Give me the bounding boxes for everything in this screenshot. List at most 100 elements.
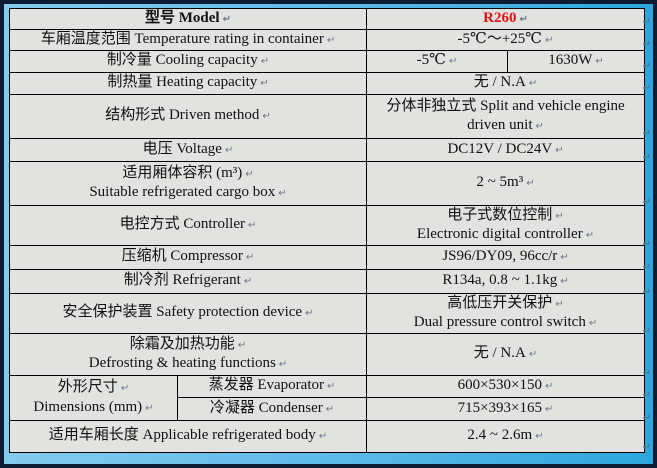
line-break-mark: ↵ [326,34,336,46]
row-end-mark: ↵ [642,39,651,50]
row-applicable-body: 适用车厢长度 Applicable refrigerated body ↵ 2.4… [9,419,646,453]
row-evaporator: 外形尺寸 ↵ Dimensions (mm) ↵ 蒸发器 Evaporator ↵ 6… [9,374,646,421]
line-break-mark: ↵ [318,431,328,443]
dimensions-label-line1: 外形尺寸 [57,379,118,395]
line-break-mark: ↵ [245,168,254,180]
refrigerant-label-cell: 制冷剂 Refrigerant ↵ [9,268,367,294]
line-break-mark: ↵ [145,402,154,414]
compressor-label-cell: 压缩机 Compressor ↵ [9,244,367,270]
line-break-mark: ↵ [262,111,271,123]
line-break-mark: ↵ [305,308,314,320]
cooling-capacity: 1630W [548,52,593,69]
controller-value-cell: 电子式数位控制 ↵ Electronic digital controller ↵ [365,204,646,246]
line-break-mark: ↵ [560,252,569,264]
evaporator-label: 蒸发器 Evaporator [208,377,324,394]
line-break-mark: ↵ [237,339,247,351]
cooling-condition-cell: -5℃ ↵ [366,49,508,73]
voltage-value-cell: DC12V / DC24V ↵ [365,137,646,162]
line-break-mark: ↵ [545,403,554,415]
row-temperature: 车厢温度范围 Temperature rating in container ↵ … [9,28,646,51]
row-cargo-box: 适用厢体容积 (m³) ↵ Suitable refrigerated cargo… [9,160,646,206]
safety-label-cell: 安全保护装置 Safety protection device ↵ [9,292,367,334]
applicable-label: 适用车厢长度 Applicable refrigerated body [48,427,316,444]
row-end-mark: ↵ [642,287,651,298]
row-refrigerant: 制冷剂 Refrigerant ↵ R134a, 0.8 ~ 1.1kg ↵ [9,268,646,294]
line-break-mark: ↵ [120,383,130,394]
row-end-mark: ↵ [642,239,651,250]
line-break-mark: ↵ [528,349,538,361]
safety-label: 安全保护装置 Safety protection device [62,304,303,321]
voltage-label: 电压 Voltage [142,140,222,157]
row-end-mark: ↵ [642,152,651,163]
line-break-mark: ↵ [535,121,544,132]
row-safety: 安全保护装置 Safety protection device ↵ 高低压开关保护… [9,292,646,334]
row-end-mark: ↵ [642,413,651,424]
temperature-label: 车厢温度范围 Temperature rating in container [40,30,324,47]
row-defrost: 除霜及加热功能 ↵ Defrosting & heating functions ↵… [9,332,646,376]
temperature-value: -5℃～+25℃ [457,30,543,47]
cooling-capacity-cell: 1630W ↵ [506,49,646,73]
compressor-value: JS96/DY09, 96cc/r [442,248,558,265]
condenser-label-cell: 冷凝器 Condenser ↵ [177,396,367,421]
line-break-mark: ↵ [535,431,544,443]
line-break-mark: ↵ [560,276,569,288]
driven-value-line2: driven unit [467,117,533,133]
defrost-label-cell: 除霜及加热功能 ↵ Defrosting & heating functions ↵ [9,332,367,376]
line-break-mark: ↵ [245,252,255,264]
row-end-mark: ↵ [642,83,651,94]
line-break-mark: ↵ [519,14,528,25]
safety-value-cell: 高低压开关保护 ↵ Dual pressure control switch ↵ [365,292,646,334]
compressor-label: 压缩机 Compressor [121,248,243,265]
line-break-mark: ↵ [588,318,598,329]
model-label-cell: 型号 Model ↵ [9,8,367,30]
cooling-condition: -5℃ [416,52,446,69]
condenser-label: 冷凝器 Condenser [209,399,323,416]
cargo-label-line2: Suitable refrigerated cargo box [89,184,276,200]
defrost-value: 无 / N.A [473,345,526,362]
temperature-label-cell: 车厢温度范围 Temperature rating in container ↵ [9,28,367,51]
cooling-label-cell: 制冷量 Cooling capacity ↵ [9,49,367,73]
refrigerant-label: 制冷剂 Refrigerant [123,272,241,289]
driven-label: 结构形式 Driven method [105,107,260,124]
line-break-mark: ↵ [595,56,604,68]
cargo-value-cell: 2 ~ 5m³ ↵ [365,160,646,206]
heating-value-cell: 无 / N.A ↵ [365,71,646,95]
heating-label-cell: 制热量 Heating capacity ↵ [9,71,367,95]
refrigerant-value-cell: R134a, 0.8 ~ 1.1kg ↵ [365,268,646,294]
line-break-mark: ↵ [555,144,564,156]
row-end-mark: ↵ [642,326,651,337]
defrost-label-line2: Defrosting & heating functions [88,355,276,371]
row-end-mark: ↵ [642,442,651,453]
row-end-mark: ↵ [642,262,651,273]
compressor-value-cell: JS96/DY09, 96cc/r ↵ [365,244,646,270]
safety-value-line2: Dual pressure control switch [413,314,586,330]
heating-label: 制热量 Heating capacity [107,74,258,91]
controller-label: 电控方式 Controller [119,216,245,233]
line-break-mark: ↵ [260,78,269,90]
line-break-mark: ↵ [555,298,564,310]
dimensions-label-cell: 外形尺寸 ↵ Dimensions (mm) ↵ [9,374,178,421]
line-break-mark: ↵ [555,210,564,222]
line-break-mark: ↵ [278,188,287,199]
row-end-mark: ↵ [642,17,651,28]
row-cooling: 制冷量 Cooling capacity ↵ -5℃ ↵ 1630W ↵ [9,49,646,73]
row-end-mark: ↵ [642,390,651,401]
spec-table: 型号 Model ↵ R260 ↵ 车厢温度范围 Temperature ratin… [9,8,646,453]
row-compressor: 压缩机 Compressor ↵ JS96/DY09, 96cc/r ↵ [9,244,646,270]
line-break-mark: ↵ [545,381,554,393]
line-break-mark: ↵ [222,14,231,25]
row-driven-method: 结构形式 Driven method ↵ 分体非独立式 Split and veh… [9,93,646,139]
cargo-label-line1: 适用厢体容积 (m³) [122,164,243,181]
driven-value-line1: 分体非独立式 Split and vehicle engine [386,97,625,114]
row-voltage: 电压 Voltage ↵ DC12V / DC24V ↵ [9,137,646,162]
line-break-mark: ↵ [528,78,538,90]
evaporator-value-cell: 600×530×150 ↵ [365,374,646,398]
model-label: 型号 Model [145,10,220,26]
line-break-mark: ↵ [327,381,336,393]
line-break-mark: ↵ [585,230,595,241]
row-heating: 制热量 Heating capacity ↵ 无 / N.A ↵ [9,71,646,95]
model-value-cell: R260 ↵ [365,8,646,30]
line-break-mark: ↵ [545,34,554,46]
dimensions-label-line2: Dimensions (mm) [33,398,143,415]
